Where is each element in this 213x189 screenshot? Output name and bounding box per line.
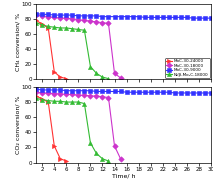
Y-axis label: CO₂ conversion/ %: CO₂ conversion/ % [15, 95, 20, 154]
Y-axis label: CH₄ conversion/ %: CH₄ conversion/ % [15, 12, 20, 71]
Legend: MoC-30-24000, MoC-30-18000, MoC-30-9000, Ni/β-Mo₂C-18000: MoC-30-24000, MoC-30-18000, MoC-30-9000,… [165, 58, 210, 78]
X-axis label: Time/ h: Time/ h [112, 173, 135, 178]
